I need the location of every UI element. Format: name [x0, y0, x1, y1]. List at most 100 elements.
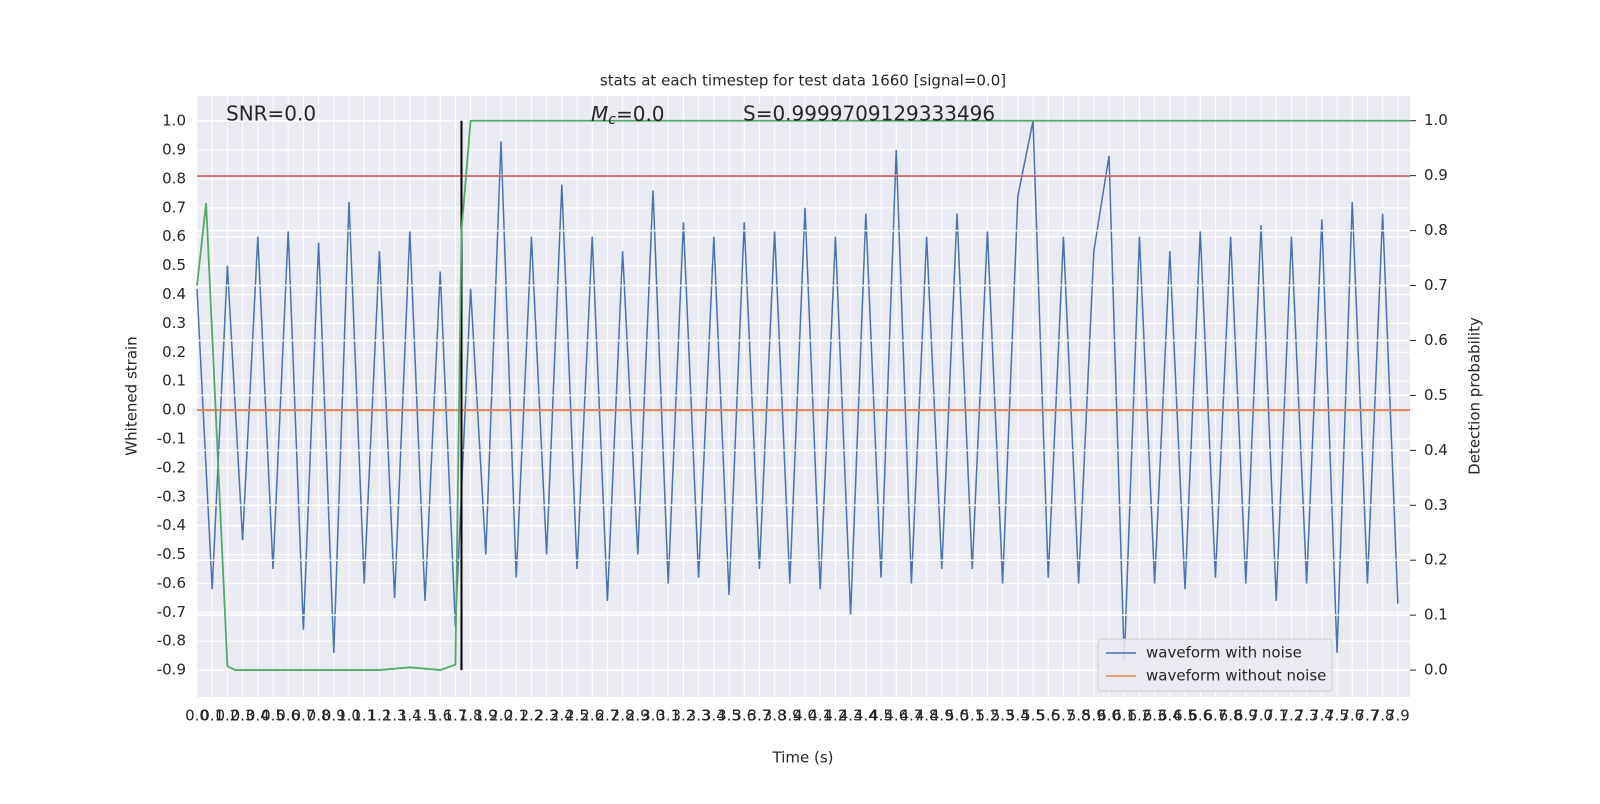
- x-tick-label: 1.7: [443, 707, 467, 725]
- x-tick-label: 5.0: [945, 707, 969, 725]
- x-tick-label: 6.6: [1188, 707, 1212, 725]
- x-tick-label: 7.6: [1340, 707, 1364, 725]
- x-tick-label: 4.8: [915, 707, 939, 725]
- x-tick-label: 0.0: [185, 707, 209, 725]
- x-tick-label: 2.1: [504, 707, 528, 725]
- y-tick-label: -0.7: [157, 603, 186, 621]
- x-tick-label: 6.7: [1204, 707, 1228, 725]
- x-tick-label: 3.1: [656, 707, 680, 725]
- x-tick-label: 4.3: [839, 707, 863, 725]
- y-tick-label: -0.9: [157, 661, 186, 679]
- x-tick-label: 7.4: [1310, 707, 1334, 725]
- y-tick-label: 0.0: [162, 401, 186, 419]
- x-tick-label: 5.6: [1036, 707, 1060, 725]
- mc-annotation: Mc=0.0: [591, 102, 665, 129]
- y2-tick-label: 0.8: [1424, 221, 1448, 239]
- x-tick-label: 3.3: [687, 707, 711, 725]
- x-tick-label: 1.2: [367, 707, 391, 725]
- x-tick-label: 6.5: [1173, 707, 1197, 725]
- x-tick-label: 6.9: [1234, 707, 1258, 725]
- y-tick-label: 0.7: [162, 198, 186, 216]
- y2-tick-label: 0.7: [1424, 276, 1448, 294]
- x-tick-label: 2.6: [580, 707, 604, 725]
- x-tick-label: 4.4: [854, 707, 878, 725]
- x-tick-label: 4.6: [884, 707, 908, 725]
- x-tick-label: 4.1: [808, 707, 832, 725]
- x-tick-label: 5.5: [1021, 707, 1045, 725]
- x-tick-label: 0.9: [322, 707, 346, 725]
- x-tick-label: 7.2: [1280, 707, 1304, 725]
- x-tick-label: 3.4: [702, 707, 726, 725]
- x-tick-label: 7.3: [1295, 707, 1319, 725]
- x-tick-label: 0.6: [276, 707, 300, 725]
- x-tick-label: 6.0: [1097, 707, 1121, 725]
- snr-annotation: SNR=0.0: [226, 102, 316, 126]
- legend-label: waveform with noise: [1146, 644, 1302, 662]
- x-tick-label: 4.7: [899, 707, 923, 725]
- x-tick-label: 0.2: [215, 707, 239, 725]
- y2-axis-label: Detection probability: [1466, 317, 1484, 475]
- mc-symbol: M: [591, 102, 608, 126]
- x-tick-label: 5.2: [975, 707, 999, 725]
- x-tick-label: 2.0: [489, 707, 513, 725]
- x-tick-label: 2.2: [519, 707, 543, 725]
- mc-value: =0.0: [616, 102, 665, 126]
- y-tick-label: 0.8: [162, 169, 186, 187]
- x-tick-label: 6.1: [1112, 707, 1136, 725]
- x-tick-label: 1.0: [337, 707, 361, 725]
- x-tick-label: 2.9: [626, 707, 650, 725]
- x-tick-label: 1.5: [413, 707, 437, 725]
- x-tick-label: 1.4: [398, 707, 422, 725]
- y2-tick-label: 0.3: [1424, 496, 1448, 514]
- x-tick-label: 6.3: [1143, 707, 1167, 725]
- y-tick-label: -0.1: [157, 429, 186, 447]
- y2-tick-label: 1.0: [1424, 111, 1448, 129]
- marks: [196, 119, 1410, 671]
- x-tick-label: 7.7: [1356, 707, 1380, 725]
- x-tick-label: 5.1: [960, 707, 984, 725]
- mc-sub: c: [608, 112, 616, 128]
- x-tick-label: 3.0: [641, 707, 665, 725]
- x-tick-label: 0.1: [200, 707, 224, 725]
- y-tick-label: -0.4: [157, 516, 186, 534]
- x-tick-label: 2.8: [611, 707, 635, 725]
- x-tick-label: 0.4: [246, 707, 270, 725]
- legend-box: [1097, 638, 1333, 692]
- x-tick-label: 3.2: [671, 707, 695, 725]
- x-tick-label: 0.7: [291, 707, 315, 725]
- y-tick-label: -0.3: [157, 487, 186, 505]
- x-tick-label: 5.8: [1067, 707, 1091, 725]
- y-tick-label: 0.4: [162, 285, 186, 303]
- x-tick-label: 0.8: [307, 707, 331, 725]
- y-tick-label: 0.5: [162, 256, 186, 274]
- x-tick-label: 7.5: [1325, 707, 1349, 725]
- y-axis-label: Whitened strain: [123, 336, 141, 455]
- y-tick-label: 1.0: [162, 112, 186, 130]
- probability-line: [196, 119, 1410, 671]
- x-tick-label: 1.1: [352, 707, 376, 725]
- x-tick-label: 3.5: [717, 707, 741, 725]
- s-annotation: S=0.9999709129333496: [743, 102, 995, 126]
- x-tick-label: 7.0: [1249, 707, 1273, 725]
- y2-tick-label: 0.9: [1424, 166, 1448, 184]
- x-tick-label: 7.8: [1371, 707, 1395, 725]
- x-tick-label: 6.2: [1128, 707, 1152, 725]
- x-tick-label: 1.8: [459, 707, 483, 725]
- x-tick-label: 2.4: [550, 707, 574, 725]
- legend-label: waveform without noise: [1146, 667, 1326, 685]
- x-tick-label: 1.6: [428, 707, 452, 725]
- x-tick-label: 0.3: [231, 707, 255, 725]
- x-tick-label: 3.8: [763, 707, 787, 725]
- x-axis-label: Time (s): [772, 749, 834, 767]
- x-tick-label: 0.5: [261, 707, 285, 725]
- y-tick-label: 0.6: [162, 227, 186, 245]
- y-tick-label: 0.3: [162, 314, 186, 332]
- y2-tick-label: 0.2: [1424, 551, 1448, 569]
- x-tick-label: 3.9: [778, 707, 802, 725]
- legend: waveform with noise waveform without nois…: [1097, 638, 1333, 692]
- y2-tick-label: 0.4: [1424, 441, 1448, 459]
- x-tick-label: 5.3: [991, 707, 1015, 725]
- x-tick-label: 3.7: [747, 707, 771, 725]
- y-tick-label: 0.9: [162, 141, 186, 159]
